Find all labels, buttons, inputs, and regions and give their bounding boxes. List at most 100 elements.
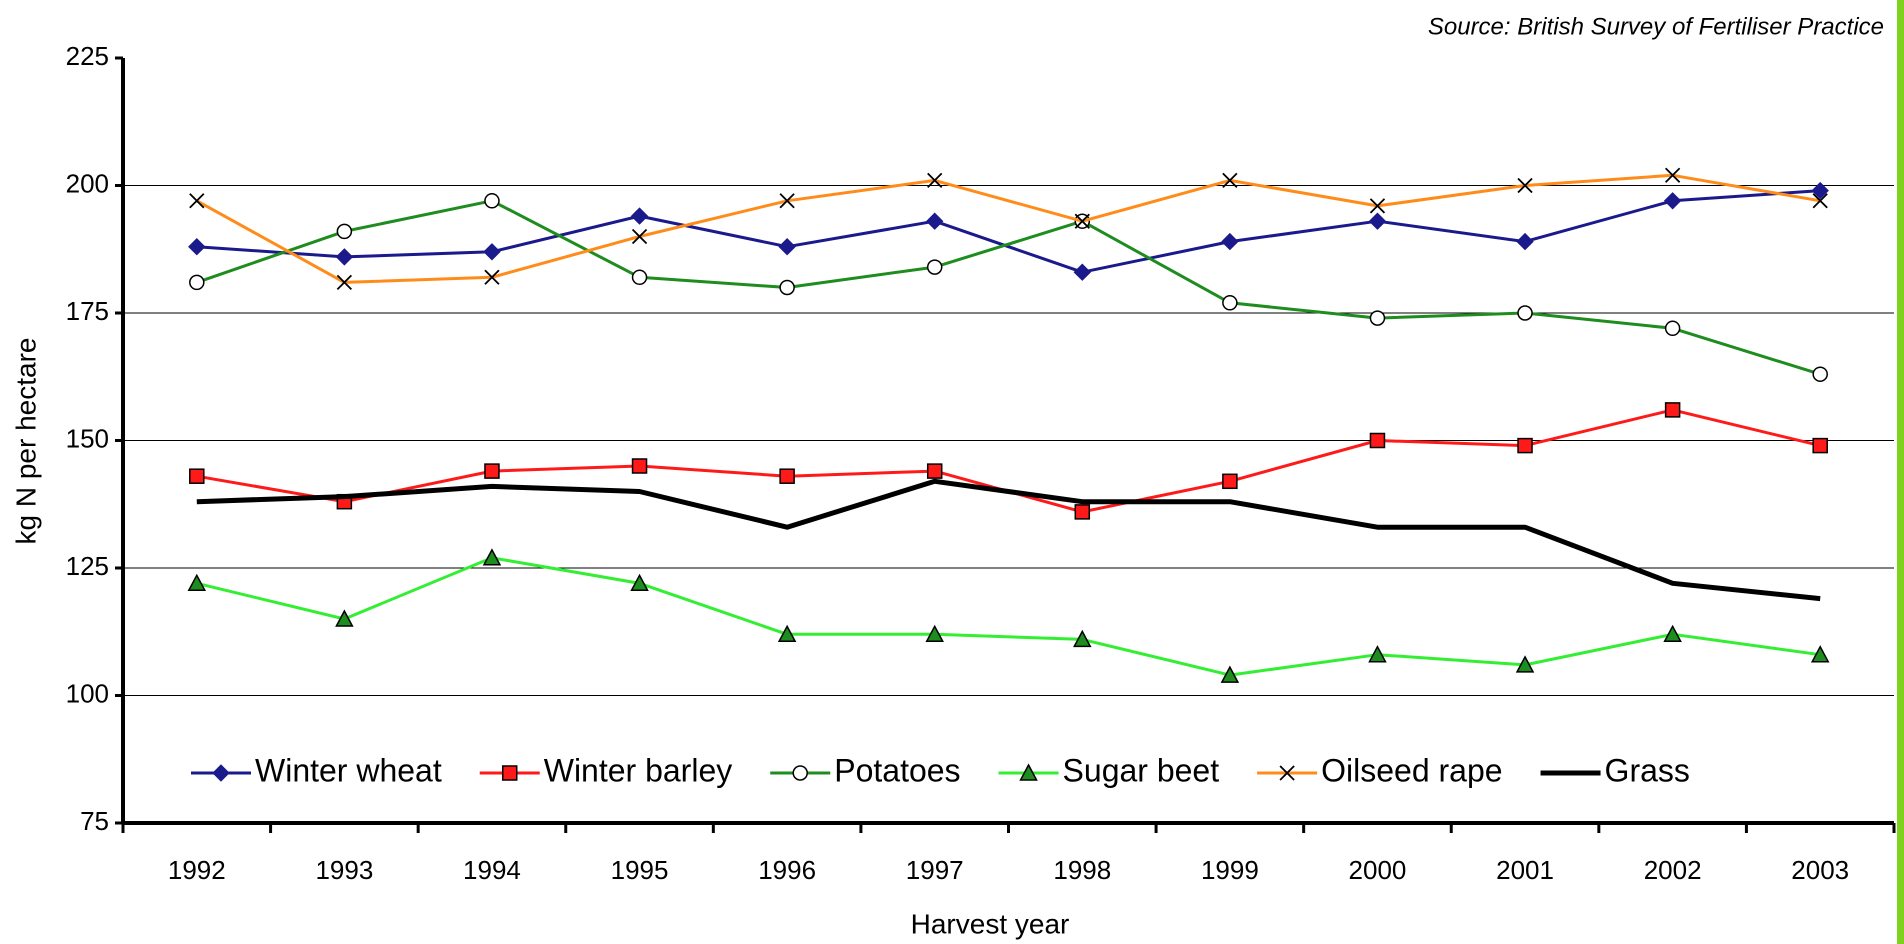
marker — [335, 248, 354, 266]
marker — [1515, 655, 1535, 673]
marker — [630, 573, 649, 592]
marker — [1812, 193, 1828, 209]
x-tick-label: 2001 — [1496, 855, 1554, 885]
y-tick-label: 100 — [66, 678, 109, 708]
marker — [1368, 212, 1387, 230]
marker — [484, 193, 500, 209]
marker — [189, 193, 205, 209]
marker — [1810, 645, 1830, 663]
marker — [1663, 624, 1682, 643]
marker — [926, 463, 943, 479]
marker — [926, 212, 944, 230]
series-line — [196, 408, 1821, 514]
series-line — [196, 478, 1821, 602]
y-tick-label: 125 — [66, 551, 109, 581]
marker — [1220, 665, 1240, 683]
marker — [1368, 645, 1387, 663]
marker — [1664, 167, 1681, 183]
marker — [1517, 437, 1533, 454]
x-axis-label: Harvest year — [911, 908, 1070, 939]
marker — [335, 609, 354, 627]
marker — [1663, 192, 1682, 210]
marker — [336, 223, 353, 240]
marker — [1517, 177, 1533, 194]
marker — [1812, 366, 1828, 382]
legend-label: Winter wheat — [255, 752, 442, 788]
series-line — [196, 189, 1821, 274]
y-tick-label: 175 — [66, 296, 109, 326]
legend-label: Winter barley — [544, 752, 733, 788]
marker — [1369, 310, 1386, 326]
marker — [1073, 263, 1091, 281]
marker — [1279, 765, 1295, 781]
marker — [187, 573, 207, 592]
x-tick-label: 2002 — [1644, 855, 1702, 885]
y-tick-label: 200 — [66, 168, 109, 198]
marker — [631, 269, 648, 286]
source-note: Source: British Survey of Fertiliser Pra… — [1428, 13, 1884, 40]
x-tick-label: 1998 — [1053, 855, 1111, 885]
marker — [501, 765, 518, 781]
marker — [630, 207, 649, 225]
y-tick-label: 150 — [66, 423, 109, 453]
marker — [1019, 763, 1038, 781]
marker — [927, 172, 943, 189]
marker — [926, 259, 943, 275]
y-tick-label: 75 — [80, 806, 109, 836]
legend: Winter wheat Winter barley Potatoes Sugar b… — [191, 752, 1690, 788]
legend-label: Sugar beet — [1063, 752, 1220, 788]
marker — [188, 237, 206, 256]
marker — [189, 274, 205, 291]
marker — [1664, 320, 1681, 337]
marker — [779, 193, 795, 209]
marker — [483, 243, 501, 261]
x-tick-label: 1995 — [611, 855, 669, 885]
marker — [1664, 402, 1681, 418]
marker — [778, 237, 796, 256]
marker — [1517, 305, 1533, 321]
marker — [1073, 629, 1092, 648]
y-axis-label: kg N per hectare — [10, 338, 41, 545]
marker — [484, 269, 500, 285]
series-line — [196, 556, 1821, 677]
marker — [1221, 232, 1239, 251]
marker — [1074, 213, 1090, 229]
marker — [189, 468, 205, 484]
marker — [779, 279, 795, 296]
series-line — [196, 173, 1821, 284]
marker — [1812, 437, 1828, 454]
legend-label: Potatoes — [834, 752, 960, 788]
marker — [482, 548, 502, 566]
x-tick-label: 1997 — [906, 855, 964, 885]
x-tick-label: 1994 — [463, 855, 521, 885]
marker — [631, 458, 648, 474]
marker — [1074, 504, 1091, 520]
x-tick-label: 1999 — [1201, 855, 1259, 885]
x-tick-label: 2003 — [1791, 855, 1849, 885]
marker — [779, 468, 795, 484]
marker — [1222, 473, 1238, 490]
marker — [484, 463, 500, 479]
x-tick-label: 2000 — [1349, 855, 1407, 885]
legend-label: Oilseed rape — [1321, 752, 1502, 788]
marker — [1369, 198, 1386, 214]
series-line — [196, 199, 1821, 376]
marker — [1222, 295, 1238, 311]
marker — [1222, 172, 1238, 189]
marker — [631, 228, 648, 245]
marker — [792, 765, 808, 781]
marker — [1369, 432, 1386, 449]
marker — [212, 764, 230, 782]
x-tick-label: 1993 — [315, 855, 373, 885]
x-tick-label: 1992 — [168, 855, 226, 885]
marker — [925, 624, 944, 643]
x-tick-label: 1996 — [758, 855, 816, 885]
y-tick-label: 225 — [66, 41, 109, 71]
edge-bar — [1897, 0, 1904, 944]
marker — [777, 624, 797, 643]
marker — [336, 274, 353, 291]
marker — [1811, 181, 1829, 200]
marker — [1516, 232, 1534, 251]
